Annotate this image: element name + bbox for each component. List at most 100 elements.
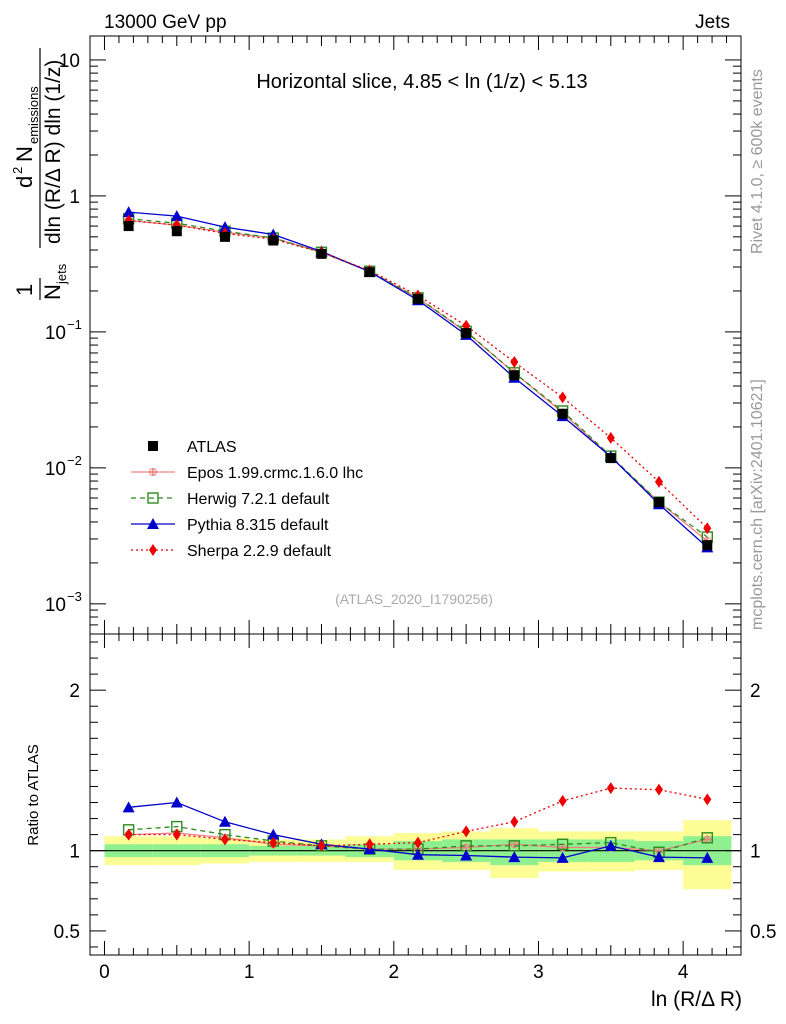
ratio-point-epos [510,840,519,849]
main-point-atlas [316,248,327,259]
main-point-sherpa [606,431,615,444]
header-collision-label: 13000 GeV pp [104,12,227,33]
ylabel-denominator: dln (R/Δ R) dln (1/z) [42,60,65,244]
ratio-point-sherpa [269,836,278,849]
main-y-tick-label: 10 [45,459,66,480]
ratio-y-axis-label: Ratio to ATLAS [25,744,42,845]
ratio-point-pythia [604,839,617,851]
analysis-watermark: (ATLAS_2020_I1790256) [335,591,493,607]
main-point-atlas [171,226,182,237]
main-point-atlas [364,267,375,278]
rivet-version-label: Rivet 4.1.0, ≥ 600k events [749,69,766,254]
ratio-y-tick-label-left: 2 [69,681,80,702]
main-series-line-sherpa [128,219,708,529]
ratio-point-pythia [508,851,521,863]
main-point-atlas [412,293,423,304]
header-jets-label: Jets [695,12,730,33]
ylabel-n-emissions: N [12,146,37,162]
ratio-point-sherpa [317,839,326,852]
ratio-point-sherpa [703,793,712,806]
main-point-atlas [123,221,134,232]
x-tick-label: 2 [389,962,400,983]
ratio-point-sherpa [365,838,374,851]
legend-label-sherpa: Sherpa 2.2.9 default [187,543,332,560]
main-point-sherpa [703,522,712,535]
main-point-atlas [702,540,713,551]
legend-marker-sherpa [149,544,157,556]
main-y-tick-label: 1 [69,187,80,208]
ratio-point-pythia [218,815,231,827]
legend: ATLAS Epos 1.99.crmc.1.6.0 lhc Herwig 7.2.… [131,439,363,560]
main-y-tick-exponent: −1 [67,317,82,332]
ratio-point-pythia [170,796,183,808]
main-point-pythia [218,221,231,233]
x-tick-label: 3 [533,962,544,983]
ylabel-d2-sup: 2 [10,167,25,174]
main-y-tick-exponent: −2 [67,453,82,468]
ratio-frame [89,633,742,956]
ratio-panel: 0.5 0.5 1 1 2 2 0 1 2 3 4 [54,634,776,983]
ratio-series [122,782,714,863]
main-point-sherpa [654,475,663,488]
ratio-point-sherpa [220,833,229,846]
legend-marker-pythia [147,518,159,529]
main-y-tick-label: 10 [45,323,66,344]
ratio-point-pythia [556,851,569,863]
ratio-point-sherpa [654,783,663,796]
ratio-point-pythia [652,851,665,863]
legend-marker-herwig [147,492,159,504]
main-point-atlas [605,453,616,464]
legend-marker-epos [149,468,157,476]
x-tick-label: 1 [244,962,255,983]
ylabel-n-jets: N [40,284,65,300]
ratio-point-epos [703,835,712,844]
ylabel-frac-one: 1 [12,284,37,296]
main-series-line-herwig [128,218,708,538]
main-y-axis-label: 1 N jets d 2 N emissions dln (R/Δ R) dln… [10,48,69,300]
main-panel [90,36,742,635]
ratio-point-sherpa [510,815,519,828]
ratio-point-pythia [122,801,135,813]
main-y-tick-label: 10 [59,51,80,72]
main-point-atlas [557,408,568,419]
x-tick-label: 4 [678,962,689,983]
legend-label-herwig: Herwig 7.2.1 default [187,491,330,508]
ratio-y-tick-label-right: 0.5 [750,922,776,943]
ratio-point-pythia [411,848,424,860]
main-y-tick-label: 10 [45,595,66,616]
ratio-point-pythia [460,849,473,861]
ratio-point-sherpa [124,828,133,841]
x-axis-label: ln (R/Δ R) [651,988,742,1011]
legend-marker-epos [149,468,157,476]
mcplots-reference-label: mcplots.cern.ch [arXiv:2401.10621] [749,379,766,630]
ratio-point-herwig [701,832,713,844]
ratio-point-herwig [556,838,569,850]
ratio-y-tick-label-left: 1 [69,842,80,863]
legend-label-atlas: ATLAS [187,439,237,456]
legend-marker-atlas [148,441,158,451]
ratio-bands [90,820,741,890]
ratio-point-pythia [267,828,280,840]
ratio-point-sherpa [413,836,422,849]
ratio-y-tick-label-right: 1 [750,842,761,863]
main-point-sherpa [510,356,519,369]
legend-label-epos: Epos 1.99.crmc.1.6.0 lhc [187,465,363,482]
main-point-atlas [268,235,279,246]
ratio-point-sherpa [462,825,471,838]
main-plot-title: Horizontal slice, 4.85 < ln (1/z) < 5.13 [256,71,587,93]
ratio-point-pythia [701,851,714,863]
main-point-pythia [170,210,183,222]
main-point-sherpa [558,391,567,404]
main-series [122,206,714,553]
main-point-pythia [122,206,135,218]
main-y-tick-exponent: −3 [67,589,82,604]
main-point-atlas [219,231,230,242]
main-point-atlas [461,328,472,339]
legend-label-pythia: Pythia 8.315 default [187,517,329,534]
main-point-atlas [509,370,520,381]
x-tick-label: 0 [99,962,110,983]
ratio-point-sherpa [558,794,567,807]
ylabel-d2: d [12,176,37,188]
